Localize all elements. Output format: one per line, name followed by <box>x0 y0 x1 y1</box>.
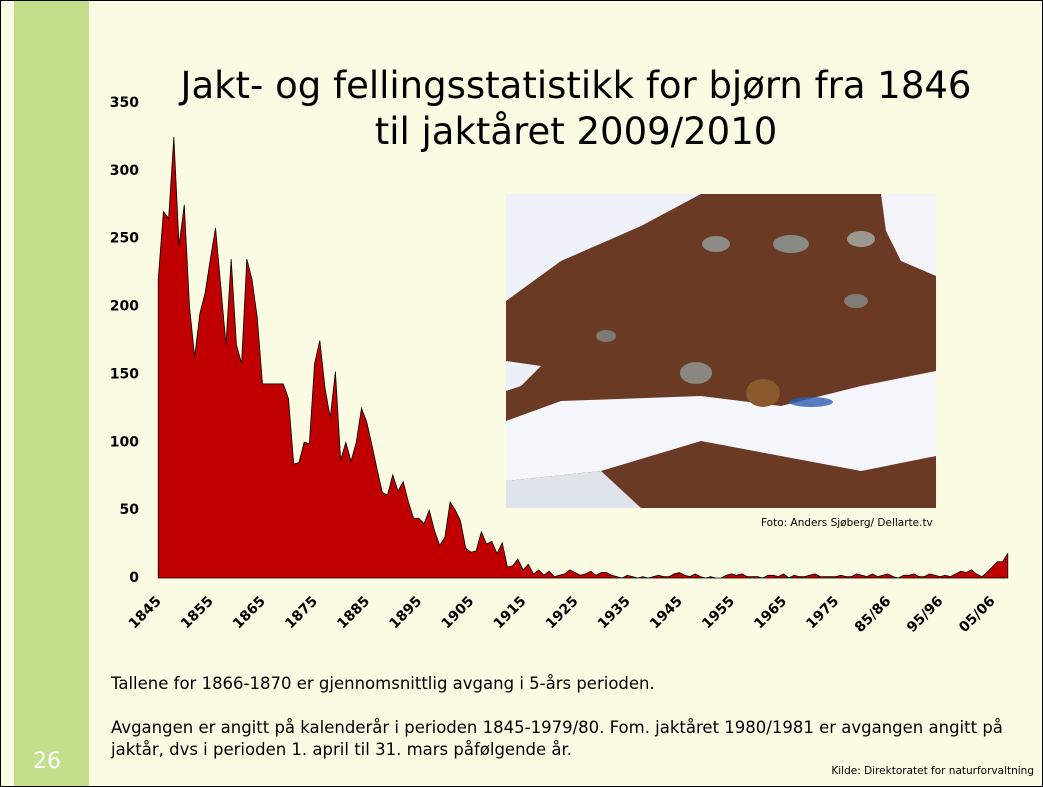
photo <box>506 194 936 508</box>
x-tick-label: 1965 <box>751 593 790 632</box>
y-tick-label: 100 <box>110 434 139 450</box>
chart-title: Jakt- og fellingsstatistikk for bjørn fr… <box>180 64 972 153</box>
slide-number: 26 <box>33 749 61 774</box>
x-tick-label: 1935 <box>595 593 634 632</box>
x-tick-label: 1905 <box>439 593 478 632</box>
x-tick-label: 1865 <box>230 593 269 632</box>
side-strip <box>14 1 89 786</box>
x-tick-label: 1915 <box>491 593 530 632</box>
x-tick-label: 95/96 <box>904 593 946 635</box>
x-tick-label: 1875 <box>282 593 321 632</box>
note: Tallene for 1866-1870 er gjennomsnittlig… <box>111 674 655 693</box>
y-tick-label: 300 <box>110 163 139 179</box>
y-tick-label: 350 <box>110 95 139 111</box>
area <box>157 136 1009 579</box>
x-tick-label: 1925 <box>543 593 582 632</box>
y-tick-label: 50 <box>120 502 140 518</box>
x-tick-label: 1945 <box>647 593 686 632</box>
source: Kilde: Direktoratet for naturforvaltning <box>831 765 1034 777</box>
x-tick-label: 05/06 <box>956 593 998 635</box>
x-tick-label: 1845 <box>126 593 165 632</box>
y-tick-label: 200 <box>110 299 139 315</box>
x-tick-label: 1955 <box>699 593 738 632</box>
y-tick-label: 150 <box>110 366 139 382</box>
x-tick-label: 1895 <box>386 593 425 632</box>
x-tick-label: 1885 <box>334 593 373 632</box>
y-tick-label: 250 <box>110 231 139 247</box>
note: Avgangen er angitt på kalenderår i perio… <box>111 718 1003 759</box>
photo-credit: Foto: Anders Sjøberg/ Dellarte.tv <box>761 517 933 529</box>
y-tick-label: 0 <box>129 570 139 586</box>
x-tick-label: 85/86 <box>852 593 894 635</box>
x-tick-label: 1855 <box>178 593 217 632</box>
x-tick-label: 1975 <box>803 593 842 632</box>
